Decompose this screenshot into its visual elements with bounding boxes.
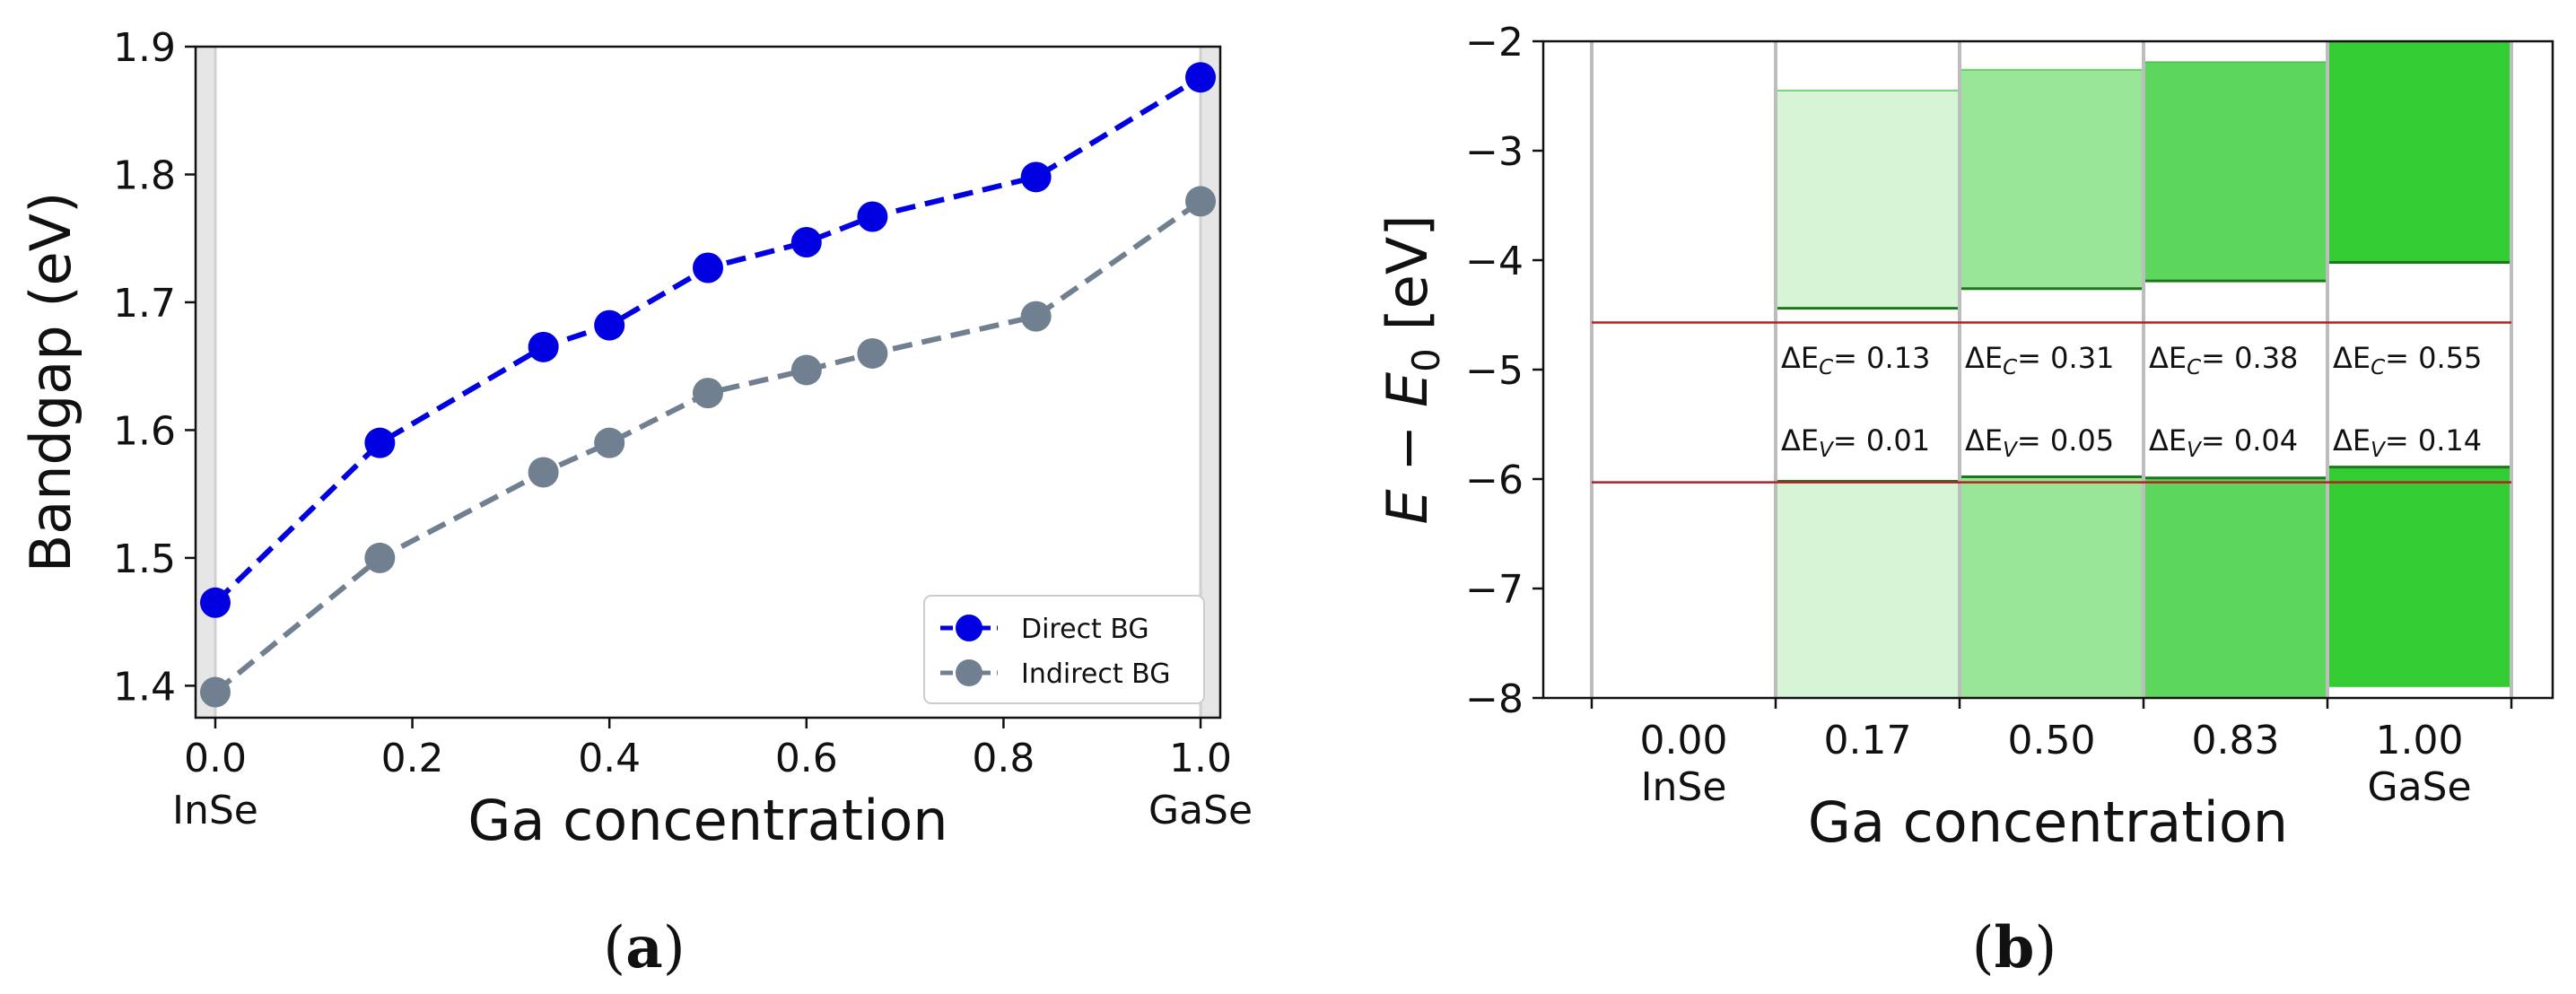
x-tick-label: 0.0: [184, 736, 247, 781]
x-tick-label: 0.4: [578, 736, 641, 781]
data-point: [790, 226, 822, 257]
y-tick-label: −6: [1465, 458, 1524, 503]
data-point: [199, 587, 231, 618]
band-offset-annotation: ΔEV= 0.05: [1965, 423, 2114, 462]
y-tick-label: 1.6: [113, 408, 176, 454]
band-offset-annotation: ΔEC= 0.38: [2149, 341, 2298, 379]
category-sublabel: InSe: [1641, 764, 1727, 810]
conduction-band-bar: [2327, 41, 2511, 263]
x-tick-label: 0.8: [972, 736, 1035, 781]
data-point: [528, 331, 559, 362]
conduction-band-bar: [2144, 62, 2327, 282]
data-point: [693, 378, 723, 409]
x-tick-label: 0.6: [775, 736, 838, 781]
data-point: [594, 427, 625, 458]
legend-marker-1: [956, 659, 982, 686]
category-label: 1.00: [2376, 718, 2464, 763]
y-tick-label: 1.9: [113, 25, 176, 71]
legend-label-1: Indirect BG: [1021, 658, 1170, 690]
legend-label-0: Direct BG: [1021, 614, 1149, 645]
category-label: 0.17: [1824, 718, 1912, 763]
panel-b: ΔEC= 0.13 ΔEC= 0.31 ΔEC= 0.38 ΔEC= 0.55 ΔEV=…: [1375, 20, 2554, 981]
x-axis-label-a: Ga concentration: [467, 788, 947, 853]
legend-marker-0: [956, 615, 982, 641]
y-tick-label: 1.5: [113, 536, 176, 582]
caption-b: (b): [1972, 914, 2057, 981]
x-axis-label-b: Ga concentration: [1808, 789, 2288, 855]
x-tick-label: 0.2: [381, 736, 444, 781]
caption-a: (a): [603, 914, 685, 981]
conduction-band-bar: [1960, 69, 2144, 289]
x-tick-sublabel: InSe: [172, 788, 258, 833]
valence-band-bar: [1960, 476, 2144, 698]
y-tick-label: −3: [1465, 129, 1524, 175]
x-tick-label: 1.0: [1169, 736, 1232, 781]
data-point: [199, 676, 231, 708]
band-offset-annotation: ΔEC= 0.31: [1965, 341, 2114, 379]
y-tick-label: 1.7: [113, 281, 176, 327]
data-point: [364, 542, 396, 573]
series-line-0: [213, 74, 1202, 605]
band-offset-annotation: ΔEC= 0.55: [2333, 341, 2482, 379]
data-point: [790, 354, 822, 386]
data-point: [857, 201, 888, 232]
shaded-region-0: [196, 47, 215, 718]
category-label: 0.83: [2192, 718, 2280, 763]
y-tick-label: 1.4: [113, 664, 176, 710]
data-point: [594, 310, 625, 341]
valence-band-bar: [2327, 466, 2511, 687]
x-tick-sublabel: GaSe: [1148, 788, 1253, 833]
axes-frame-a: [194, 45, 1222, 719]
legend: Direct BG Indirect BG: [923, 595, 1205, 704]
y-tick-label: 1.8: [113, 153, 176, 198]
band-offset-annotation: ΔEC= 0.13: [1781, 341, 1930, 379]
band-offset-annotation: ΔEV= 0.01: [1781, 423, 1930, 462]
category-label: 0.00: [1640, 718, 1728, 763]
y-tick-label: −4: [1465, 239, 1524, 284]
band-offset-annotation: ΔEV= 0.14: [2333, 423, 2482, 462]
y-axis-label-a: Bandgap (eV): [18, 192, 83, 573]
y-tick-label: −8: [1465, 676, 1524, 722]
data-point: [693, 252, 723, 283]
y-axis-label-b: E − E0 [eV]: [1375, 214, 1448, 524]
y-tick-label: −5: [1465, 348, 1524, 394]
y-tick-label: −7: [1465, 567, 1524, 613]
caption-letter: a: [625, 914, 662, 981]
legend-box: [923, 595, 1205, 704]
caption-letter: b: [1995, 914, 2035, 981]
valence-band-bar: [1776, 481, 1960, 698]
band-offset-annotation: ΔEV= 0.04: [2149, 423, 2298, 462]
y-tick-label: −2: [1465, 20, 1524, 65]
conduction-band-bar: [1776, 90, 1960, 309]
data-point: [364, 427, 396, 458]
valence-band-bar: [2144, 477, 2327, 698]
panel-a: 0.0 InSe 0.2 0.4 0.6 0.8 1.0 GaSe 1.4 1.5 1.6 1.7 1.…: [18, 25, 1253, 981]
category-label: 0.50: [2008, 718, 2096, 763]
data-point: [528, 457, 559, 488]
data-point: [1020, 161, 1052, 193]
data-point: [1185, 186, 1217, 217]
data-point: [857, 337, 888, 369]
data-point: [1185, 62, 1217, 93]
category-sublabel: GaSe: [2367, 764, 2471, 810]
data-point: [1020, 301, 1052, 332]
